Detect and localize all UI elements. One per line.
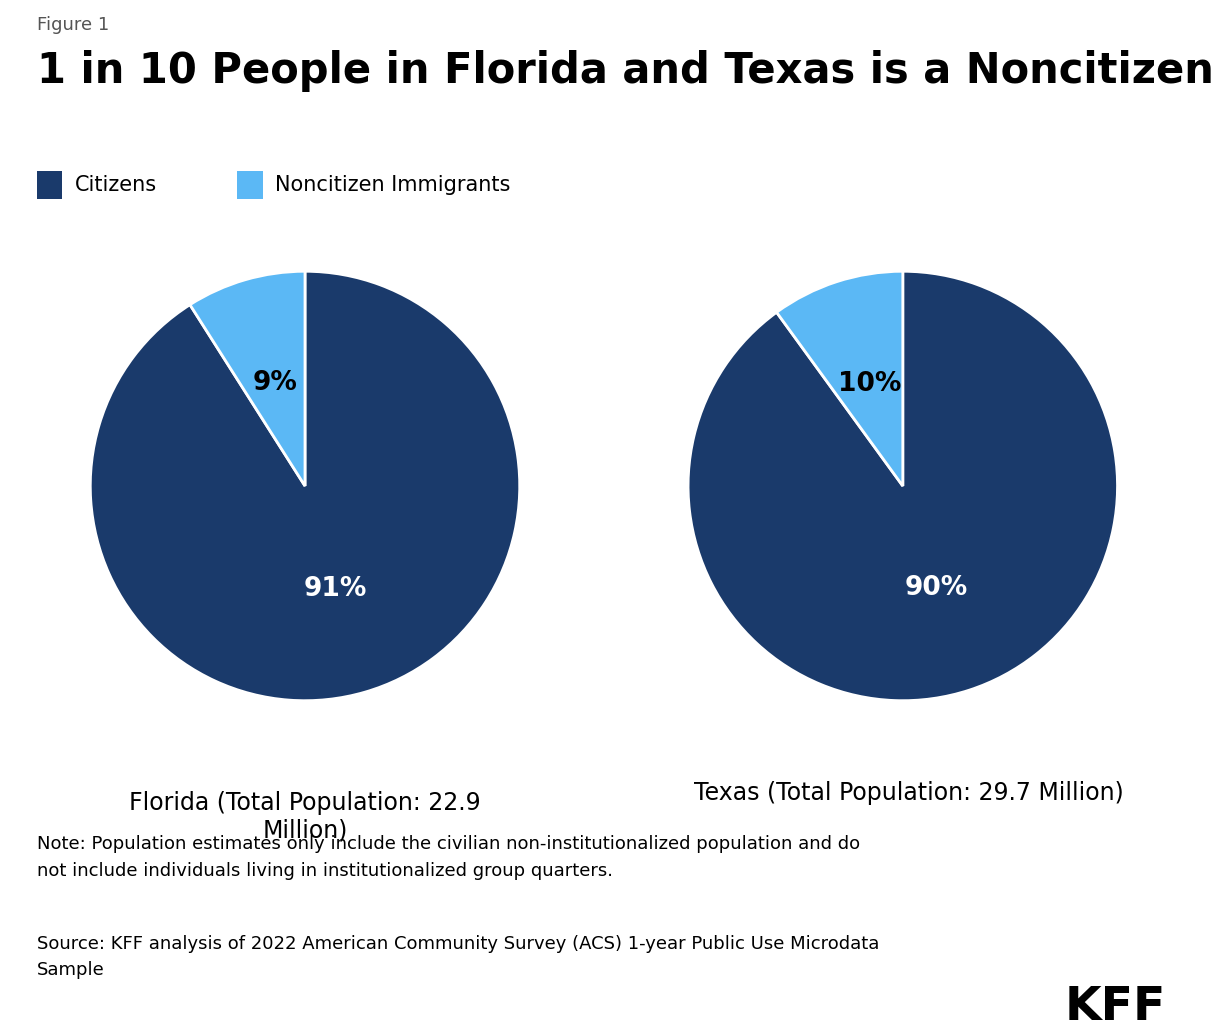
Text: Florida (Total Population: 22.9
Million): Florida (Total Population: 22.9 Million) xyxy=(129,791,481,843)
Text: 10%: 10% xyxy=(838,371,902,397)
Wedge shape xyxy=(190,271,305,486)
Text: Texas (Total Population: 29.7 Million): Texas (Total Population: 29.7 Million) xyxy=(694,781,1124,804)
Text: Source: KFF analysis of 2022 American Community Survey (ACS) 1-year Public Use M: Source: KFF analysis of 2022 American Co… xyxy=(37,935,878,979)
Wedge shape xyxy=(777,271,903,486)
Text: 9%: 9% xyxy=(253,370,298,396)
Text: 1 in 10 People in Florida and Texas is a Noncitizen Immigrant: 1 in 10 People in Florida and Texas is a… xyxy=(37,50,1220,92)
Text: Note: Population estimates only include the civilian non-institutionalized popul: Note: Population estimates only include … xyxy=(37,835,860,880)
Wedge shape xyxy=(90,271,520,701)
Text: 91%: 91% xyxy=(304,576,367,602)
Text: Figure 1: Figure 1 xyxy=(37,17,109,34)
Text: 90%: 90% xyxy=(904,575,967,601)
Wedge shape xyxy=(688,271,1118,701)
Text: KFF: KFF xyxy=(1065,984,1166,1030)
Text: Citizens: Citizens xyxy=(74,175,156,195)
Text: Noncitizen Immigrants: Noncitizen Immigrants xyxy=(276,175,510,195)
FancyBboxPatch shape xyxy=(237,172,262,199)
FancyBboxPatch shape xyxy=(37,172,62,199)
